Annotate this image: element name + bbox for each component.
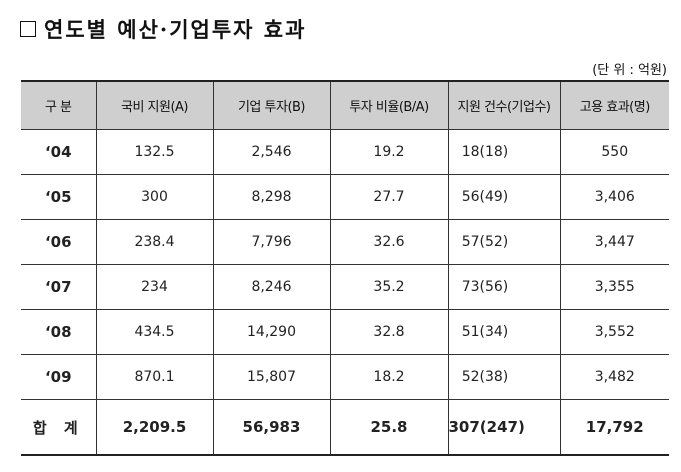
cell-gov-support: 238.4: [95, 219, 214, 265]
cell-investment-ratio: 18.2: [329, 354, 449, 400]
cell-investment-ratio: 27.7: [329, 174, 449, 220]
cell-investment-ratio: 32.8: [329, 309, 449, 355]
header-category: 구 분: [21, 80, 97, 130]
table-row: ‘06 238.4 7,796 32.6 57(52) 3,447: [21, 219, 669, 265]
header-support-cases-text: 지원 건수(기업수): [457, 100, 552, 115]
cell-support-cases: 18(18): [447, 129, 561, 175]
cell-gov-support: 132.5: [95, 129, 214, 175]
cell-investment-ratio: 35.2: [329, 264, 449, 310]
cell-support-cases: 307(247): [447, 399, 561, 456]
budget-investment-table: 구 분 국비 지원(A) 기업 투자(B) 투자 비율(B/A) 지원 건수(기…: [21, 80, 669, 456]
cell-corp-investment: 56,983: [212, 399, 331, 456]
header-employment-effect: 고용 효과(명): [559, 80, 669, 130]
header-support-cases: 지원 건수(기업수): [447, 80, 561, 130]
table-row: ‘09 870.1 15,807 18.2 52(38) 3,482: [21, 354, 669, 400]
cell-employment-effect: 3,355: [559, 264, 669, 310]
header-gov-support: 국비 지원(A): [95, 80, 214, 130]
cell-employment-effect: 3,552: [559, 309, 669, 355]
cell-gov-support: 2,209.5: [95, 399, 214, 456]
cell-support-cases: 52(38): [447, 354, 561, 400]
cell-corp-investment: 14,290: [212, 309, 331, 355]
cell-employment-effect: 3,447: [559, 219, 669, 265]
cell-investment-ratio: 32.6: [329, 219, 449, 265]
header-row: 구 분 국비 지원(A) 기업 투자(B) 투자 비율(B/A) 지원 건수(기…: [21, 80, 669, 130]
cell-gov-support: 300: [95, 174, 214, 220]
cell-corp-investment: 15,807: [212, 354, 331, 400]
cell-year: 합 계: [21, 399, 97, 456]
cell-support-cases: 51(34): [447, 309, 561, 355]
header-investment-ratio: 투자 비율(B/A): [329, 80, 449, 130]
cell-investment-ratio: 19.2: [329, 129, 449, 175]
cell-year: ‘09: [21, 354, 97, 400]
cell-support-cases: 73(56): [447, 264, 561, 310]
unit-label: (단 위 : 억원): [592, 63, 667, 78]
cell-employment-effect: 17,792: [559, 399, 669, 456]
cell-year: ‘06: [21, 219, 97, 265]
cell-year: ‘07: [21, 264, 97, 310]
table-row: ‘08 434.5 14,290 32.8 51(34) 3,552: [21, 309, 669, 355]
cell-investment-ratio: 25.8: [329, 399, 449, 456]
checkbox-square-icon: [20, 21, 36, 37]
table-row: ‘07 234 8,246 35.2 73(56) 3,355: [21, 264, 669, 310]
cell-year: ‘08: [21, 309, 97, 355]
cell-corp-investment: 7,796: [212, 219, 331, 265]
cell-year: ‘04: [21, 129, 97, 175]
cell-corp-investment: 2,546: [212, 129, 331, 175]
cell-gov-support: 234: [95, 264, 214, 310]
table-row: ‘05 300 8,298 27.7 56(49) 3,406: [21, 174, 669, 220]
cell-gov-support: 870.1: [95, 354, 214, 400]
total-row: 합 계 2,209.5 56,983 25.8 307(247) 17,792: [21, 399, 669, 456]
cell-year: ‘05: [21, 174, 97, 220]
cell-support-cases: 56(49): [447, 174, 561, 220]
table-row: ‘04 132.5 2,546 19.2 18(18) 550: [21, 129, 669, 175]
cell-support-cases: 57(52): [447, 219, 561, 265]
header-corp-investment: 기업 투자(B): [212, 80, 331, 130]
cell-corp-investment: 8,246: [212, 264, 331, 310]
cell-employment-effect: 3,406: [559, 174, 669, 220]
cell-employment-effect: 550: [559, 129, 669, 175]
cell-corp-investment: 8,298: [212, 174, 331, 220]
document-title: 연도별 예산·기업투자 효과: [20, 14, 306, 44]
cell-employment-effect: 3,482: [559, 354, 669, 400]
cell-gov-support: 434.5: [95, 309, 214, 355]
title-text: 연도별 예산·기업투자 효과: [44, 17, 307, 42]
